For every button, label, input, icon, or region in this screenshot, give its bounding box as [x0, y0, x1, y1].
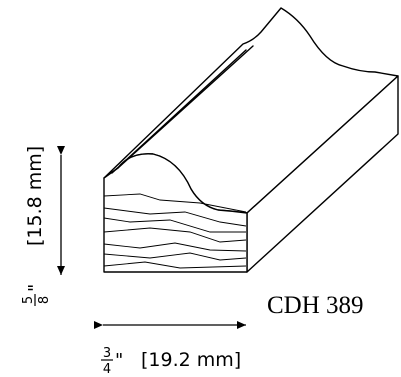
height-fraction-numerator: 5: [21, 296, 36, 304]
height-inch-mark: ": [25, 284, 46, 292]
width-label: 3 4 " [19.2 mm]: [101, 346, 241, 377]
width-fraction-numerator: 3: [103, 346, 111, 361]
width-inch-mark: ": [115, 350, 123, 371]
molding-piece: [103, 7, 399, 273]
width-fraction-denominator: 4: [103, 362, 111, 377]
width-metric: [19.2 mm]: [141, 349, 241, 371]
height-metric: [15.8 mm]: [24, 146, 46, 246]
wood-grain: [103, 193, 247, 269]
product-code: CDH 389: [267, 292, 364, 319]
height-label: 5 8 " [15.8 mm]: [21, 146, 52, 306]
height-fraction-denominator: 8: [37, 296, 52, 304]
